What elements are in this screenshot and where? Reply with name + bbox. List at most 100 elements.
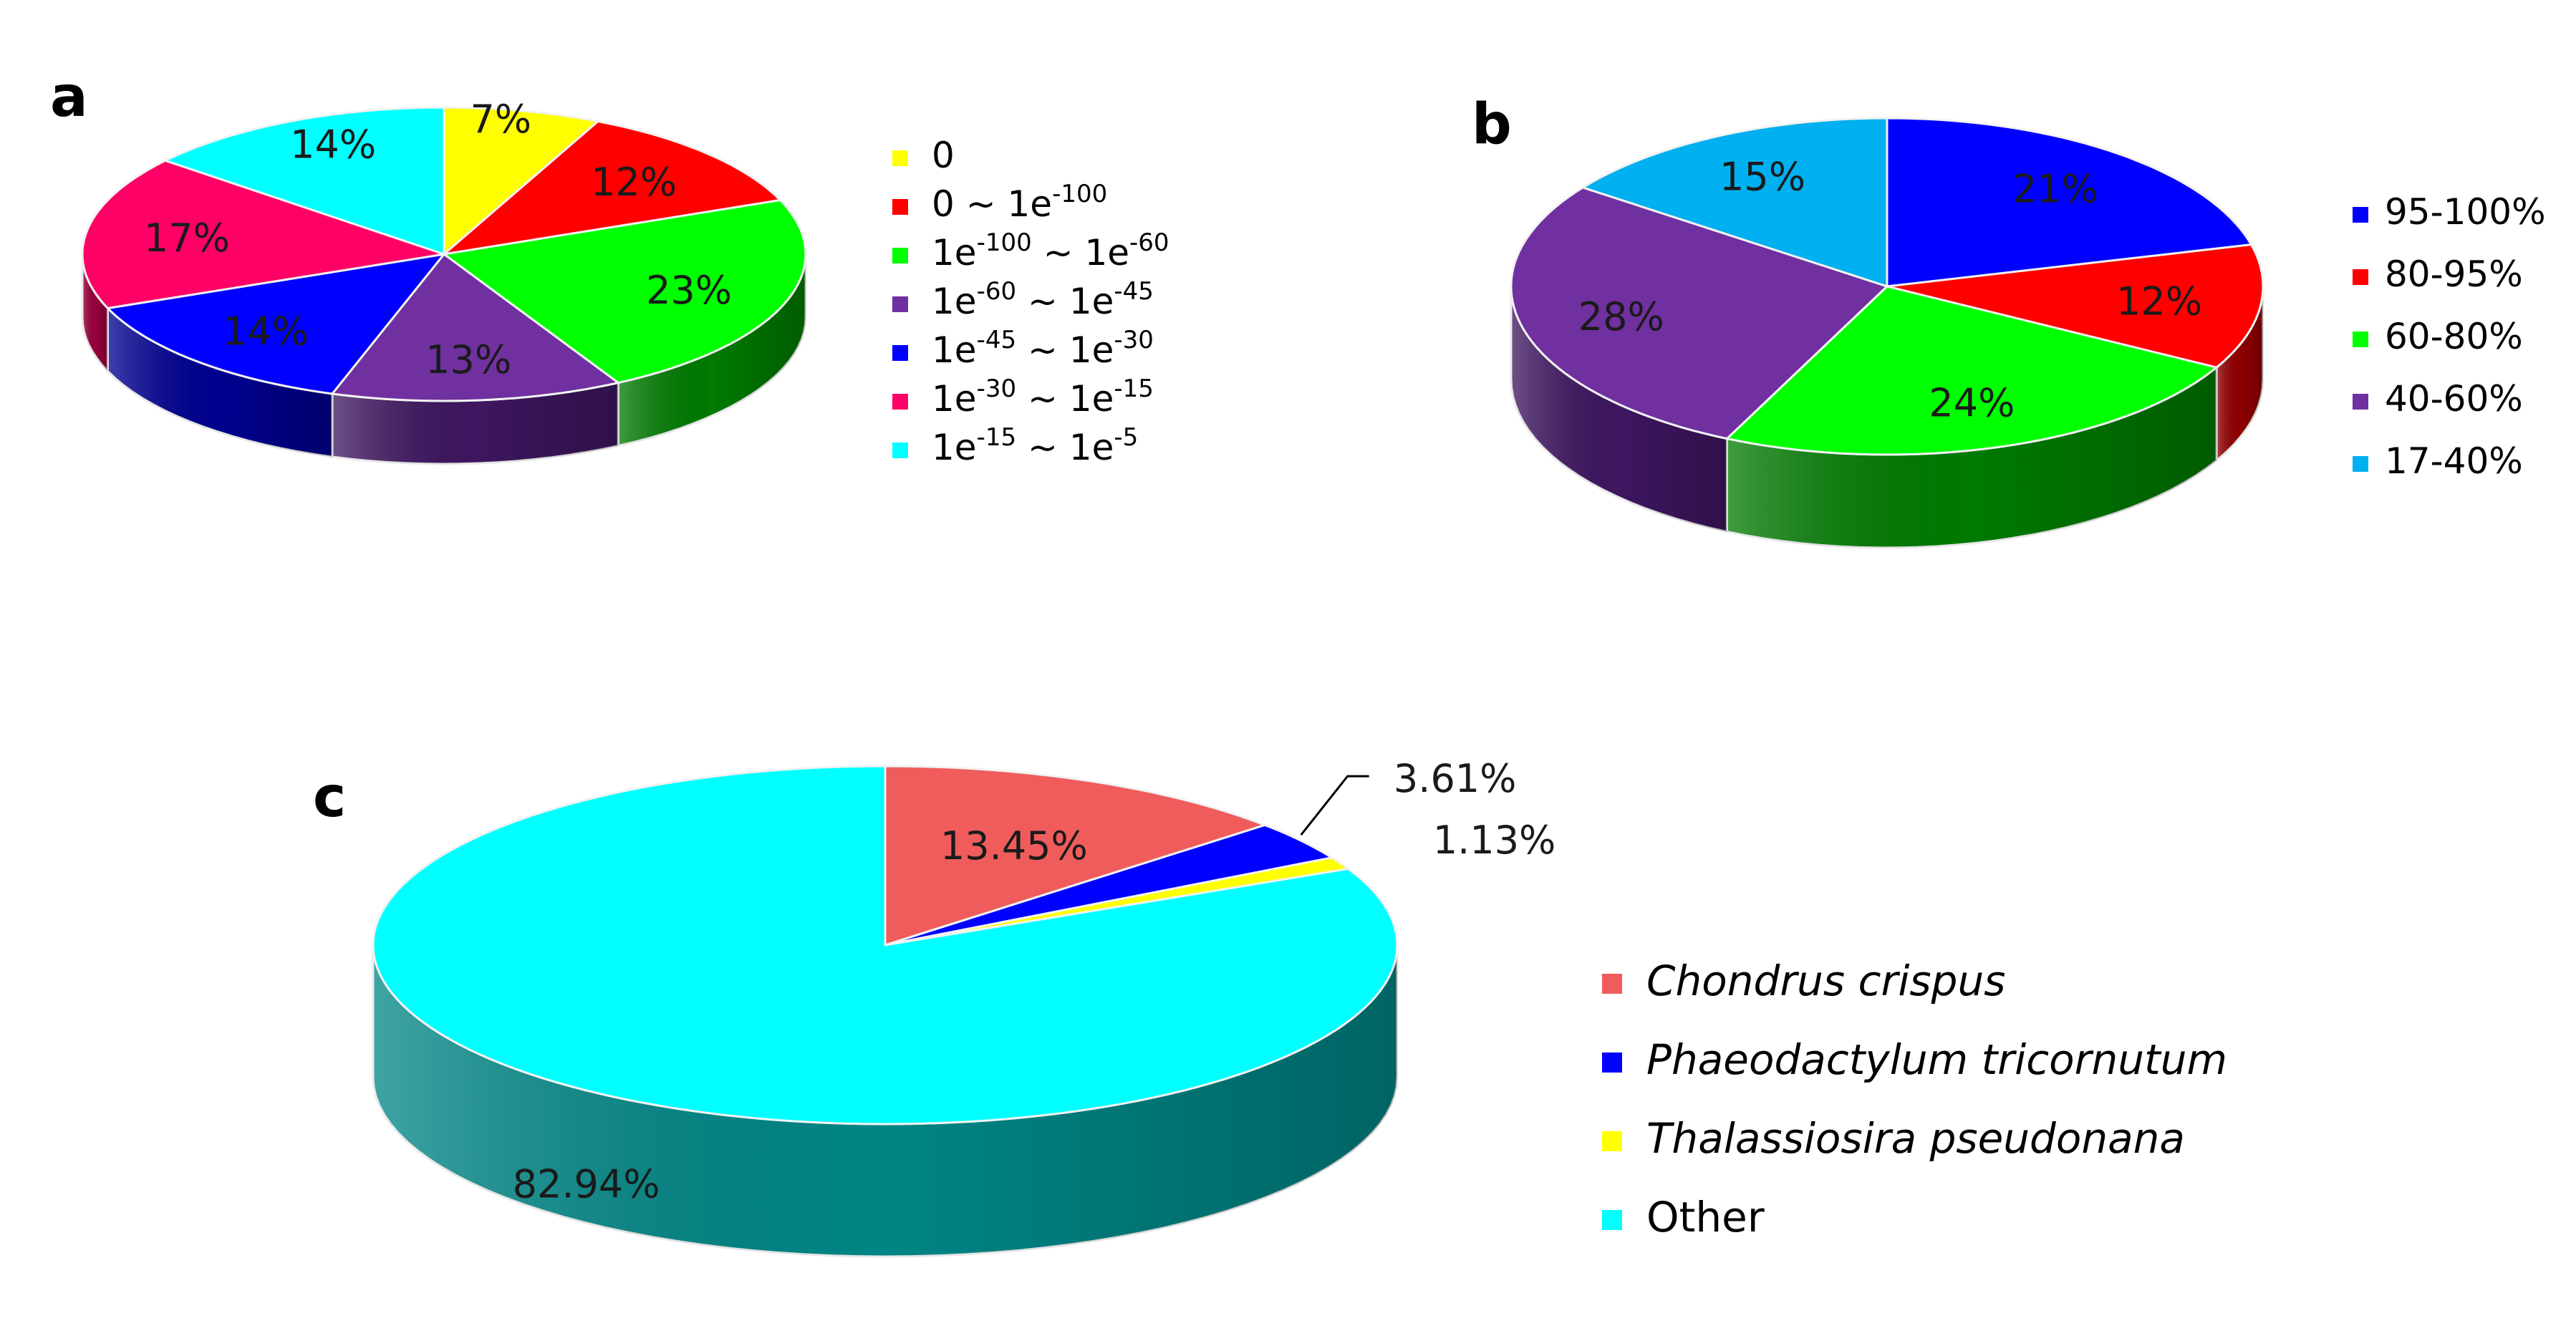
pie-b-wall-shade-2 bbox=[1727, 367, 2217, 548]
legend-a-part-legend_base: 1e bbox=[932, 281, 977, 322]
legend-b: 95-100% 80-95% 60-80% 40-60% 17-40% bbox=[2353, 191, 2546, 482]
slice-label-a-2: 23% bbox=[646, 268, 732, 313]
pie-a-wall-shade-2 bbox=[618, 254, 806, 446]
pie-a-wall-shade-3 bbox=[332, 382, 619, 464]
legend-a-part-legend_base: 1e bbox=[932, 378, 977, 420]
legend-a-swatch-6 bbox=[892, 442, 908, 458]
pie-b-slice-3 bbox=[1510, 186, 1888, 440]
legend-a-part-legend_base2: 1e bbox=[1069, 281, 1114, 322]
legend-a-part-legend_base2: 1e bbox=[1069, 378, 1114, 420]
pie-c-wall-shade-3 bbox=[373, 945, 1397, 1257]
legend-b-swatch-3 bbox=[2353, 394, 2368, 410]
pie-c-slice-1 bbox=[884, 823, 1333, 947]
legend-a-label-4: 1e-45 ~ 1e-30 bbox=[932, 326, 1154, 371]
slice-label-a-1: 12% bbox=[591, 160, 677, 205]
legend-c-swatch-3 bbox=[1602, 1210, 1622, 1230]
slice-label-b-1: 12% bbox=[2116, 279, 2202, 324]
legend-a-part-legend_base: 0 bbox=[932, 183, 955, 225]
legend-c-label-2: Thalassiosira pseudonana bbox=[1646, 1114, 2185, 1163]
legend-a-label-6: 1e-15 ~ 1e-5 bbox=[932, 423, 1138, 468]
legend-a-part-legend_exp: -30 bbox=[977, 374, 1017, 403]
pie-a-slice-3 bbox=[331, 253, 619, 402]
legend-a-part-tilde: ~ bbox=[1032, 232, 1085, 274]
slice-label-a-6: 14% bbox=[290, 122, 376, 167]
pie-a-slice-1 bbox=[443, 120, 781, 256]
legend-a-part-tilde: ~ bbox=[1016, 427, 1069, 468]
slice-label-a-0: 7% bbox=[470, 97, 531, 142]
panel-letter-a: a bbox=[50, 65, 88, 130]
legend-a-part-legend_base: 0 bbox=[932, 135, 955, 176]
legend-b-label-3: 40-60% bbox=[2385, 378, 2523, 420]
pie-a-slice-2 bbox=[443, 199, 807, 384]
legend-a-part-legend_exp2: -5 bbox=[1114, 423, 1138, 452]
legend-a-part-legend_exp2: -100 bbox=[1052, 180, 1107, 208]
legend-b-swatch-2 bbox=[2353, 331, 2368, 347]
legend-a-swatch-1 bbox=[892, 199, 908, 215]
pie-b-slice-4 bbox=[1581, 117, 1888, 288]
legend-a-label-5: 1e-30 ~ 1e-15 bbox=[932, 374, 1154, 420]
legend-c-swatch-1 bbox=[1602, 1052, 1622, 1073]
pie-chart-c: 13.45% 3.61% 1.13% 82.94% bbox=[372, 756, 1556, 1258]
legend-c-swatch-0 bbox=[1602, 974, 1622, 994]
legend-a-part-legend_base2: 1e bbox=[1084, 232, 1129, 274]
slice-label-c-0: 13.45% bbox=[940, 823, 1088, 868]
slice-label-c-3: 82.94% bbox=[513, 1162, 660, 1207]
legend-b-swatch-1 bbox=[2353, 269, 2368, 285]
pie-b-wall-shade-3 bbox=[1511, 286, 1727, 532]
legend-c-label-1: Phaeodactylum tricornutum bbox=[1646, 1035, 2227, 1084]
legend-a-swatch-4 bbox=[892, 345, 908, 361]
legend-b-label-0: 95-100% bbox=[2385, 191, 2546, 233]
legend-a-part-legend_base: 1e bbox=[932, 329, 977, 371]
legend-b-label-1: 80-95% bbox=[2385, 253, 2523, 295]
legend-a-part-legend_exp: -15 bbox=[977, 423, 1017, 452]
legend-a-swatch-3 bbox=[892, 296, 908, 312]
pie-chart-b: 21% 12% 24% 28% 15% bbox=[1510, 117, 2264, 549]
legend-a-label-0: 0 bbox=[932, 135, 955, 176]
legend-a-swatch-0 bbox=[892, 150, 908, 166]
legend-a-part-legend_base: 1e bbox=[932, 427, 977, 468]
callout-line-c-1 bbox=[1300, 775, 1369, 836]
legend-b-swatch-0 bbox=[2353, 207, 2368, 223]
legend-b-label-4: 17-40% bbox=[2385, 440, 2523, 482]
legend-a-part-legend_base: 1e bbox=[932, 232, 977, 274]
slice-label-a-5: 17% bbox=[144, 216, 230, 261]
legend-a-part-legend_base2: 1e bbox=[1069, 329, 1114, 371]
slice-label-b-3: 28% bbox=[1578, 294, 1664, 339]
legend-a-swatch-2 bbox=[892, 248, 908, 263]
slice-label-b-2: 24% bbox=[1929, 380, 2015, 425]
legend-a-label-2: 1e-100 ~ 1e-60 bbox=[932, 228, 1169, 274]
legend-c-label-3: Other bbox=[1646, 1193, 1765, 1242]
pie-b-slice-1 bbox=[1886, 243, 2264, 369]
legend-a-label-3: 1e-60 ~ 1e-45 bbox=[932, 277, 1154, 322]
slice-label-a-4: 14% bbox=[223, 309, 309, 354]
slice-label-c-1: 3.61% bbox=[1394, 756, 1517, 801]
slice-label-c-2: 1.13% bbox=[1433, 818, 1556, 863]
pie-b-slice-2 bbox=[1726, 285, 2218, 456]
legend-c: Chondrus crispus Phaeodactylum tricornutu… bbox=[1602, 957, 2227, 1242]
legend-a-part-tilde: ~ bbox=[1016, 281, 1069, 322]
pie-c-slice-0 bbox=[884, 765, 1266, 947]
legend-a-part-legend_exp: -60 bbox=[977, 277, 1017, 306]
legend-a-part-tilde: ~ bbox=[1016, 329, 1069, 371]
legend-a-part-legend_exp: -45 bbox=[977, 326, 1017, 354]
legend-b-swatch-4 bbox=[2353, 456, 2368, 472]
slice-label-b-4: 15% bbox=[1719, 154, 1805, 199]
pie-a-slice-6 bbox=[164, 106, 445, 256]
pie-a-slice-0 bbox=[443, 106, 599, 256]
legend-a-part-tilde: ~ bbox=[955, 183, 1008, 225]
legend-a-part-legend_base2: 1e bbox=[1008, 183, 1053, 225]
legend-a-part-legend_exp2: -60 bbox=[1129, 228, 1169, 257]
slice-label-b-0: 21% bbox=[2012, 167, 2098, 212]
pie-a-slice-5 bbox=[81, 159, 445, 309]
legend-a-part-legend_exp: -100 bbox=[977, 228, 1032, 257]
pie-chart-a: 7% 12% 23% 13% 14% 17% 14% bbox=[81, 97, 807, 465]
legend-a-part-legend_exp2: -15 bbox=[1114, 374, 1154, 403]
panel-letter-c: c bbox=[313, 765, 346, 830]
legend-a-part-tilde: ~ bbox=[1016, 378, 1069, 420]
pie-a-slice-4 bbox=[107, 253, 445, 395]
pie-b-slice-0 bbox=[1886, 117, 2252, 288]
legend-b-label-2: 60-80% bbox=[2385, 316, 2523, 357]
legend-a-swatch-5 bbox=[892, 394, 908, 410]
